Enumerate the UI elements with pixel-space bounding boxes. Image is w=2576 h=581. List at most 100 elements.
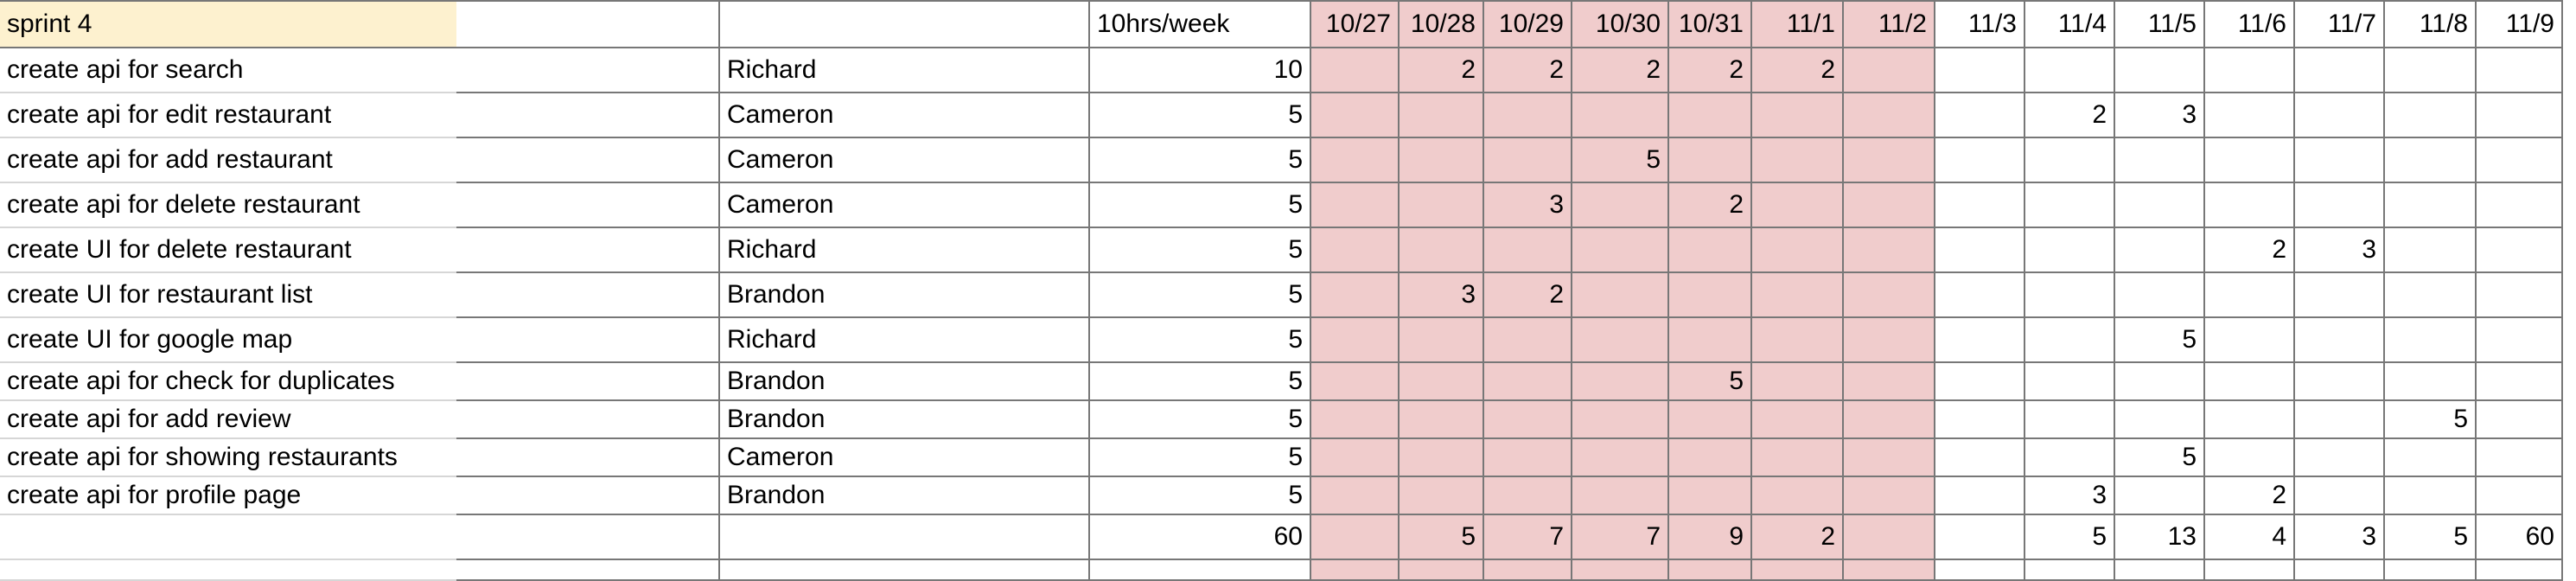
- day-hours-cell[interactable]: [2384, 182, 2477, 228]
- day-hours-cell[interactable]: 2: [1483, 48, 1572, 93]
- day-hours-cell[interactable]: [1751, 137, 1844, 183]
- day-hours-cell[interactable]: [2294, 93, 2385, 138]
- day-hours-cell[interactable]: [2204, 362, 2295, 401]
- day-hours-cell[interactable]: [1843, 438, 1935, 477]
- header-cell-b[interactable]: [456, 0, 720, 48]
- day-hours-cell[interactable]: [2114, 476, 2205, 515]
- estimated-hours-cell[interactable]: 5: [1089, 182, 1311, 228]
- day-hours-cell[interactable]: [1751, 317, 1844, 363]
- day-hours-cell[interactable]: [1751, 476, 1844, 515]
- day-hours-cell[interactable]: [1935, 182, 2025, 228]
- hours-per-week-header[interactable]: 10hrs/week: [1089, 0, 1311, 48]
- day-hours-cell[interactable]: [1935, 362, 2025, 401]
- date-header-10-29[interactable]: 10/29: [1483, 0, 1572, 48]
- empty-cell[interactable]: [1751, 559, 1844, 581]
- day-hours-cell[interactable]: [1935, 48, 2025, 93]
- owner-cell[interactable]: Brandon: [719, 400, 1090, 439]
- day-hours-cell[interactable]: [2204, 317, 2295, 363]
- day-hours-cell[interactable]: [1668, 476, 1752, 515]
- daily-total-cell[interactable]: 13: [2114, 514, 2205, 560]
- daily-total-cell[interactable]: [1935, 514, 2025, 560]
- day-hours-cell[interactable]: [1399, 400, 1484, 439]
- day-hours-cell[interactable]: [2476, 317, 2563, 363]
- day-hours-cell[interactable]: [2476, 137, 2563, 183]
- day-hours-cell[interactable]: [1483, 400, 1572, 439]
- daily-total-cell[interactable]: 5: [2384, 514, 2477, 560]
- day-hours-cell[interactable]: 3: [2114, 93, 2205, 138]
- day-hours-cell[interactable]: [2204, 272, 2295, 318]
- empty-cell[interactable]: [456, 476, 720, 515]
- day-hours-cell[interactable]: [1310, 438, 1400, 477]
- day-hours-cell[interactable]: [1310, 182, 1400, 228]
- task-name-cell[interactable]: create api for edit restaurant: [0, 93, 456, 138]
- day-hours-cell[interactable]: [1572, 93, 1669, 138]
- day-hours-cell[interactable]: [2204, 93, 2295, 138]
- day-hours-cell[interactable]: [2294, 137, 2385, 183]
- empty-cell[interactable]: [456, 227, 720, 273]
- day-hours-cell[interactable]: [1751, 438, 1844, 477]
- day-hours-cell[interactable]: [2114, 182, 2205, 228]
- day-hours-cell[interactable]: [2294, 362, 2385, 401]
- day-hours-cell[interactable]: [1843, 137, 1935, 183]
- day-hours-cell[interactable]: 5: [1668, 362, 1752, 401]
- day-hours-cell[interactable]: [1572, 476, 1669, 515]
- day-hours-cell[interactable]: [1668, 227, 1752, 273]
- day-hours-cell[interactable]: [2476, 93, 2563, 138]
- empty-cell[interactable]: [1935, 559, 2025, 581]
- task-name-cell[interactable]: create UI for delete restaurant: [0, 227, 456, 273]
- empty-cell[interactable]: [1089, 559, 1311, 581]
- day-hours-cell[interactable]: [1572, 182, 1669, 228]
- day-hours-cell[interactable]: [1310, 400, 1400, 439]
- day-hours-cell[interactable]: [2024, 182, 2115, 228]
- date-header-11-5[interactable]: 11/5: [2114, 0, 2205, 48]
- empty-cell[interactable]: [719, 514, 1090, 560]
- day-hours-cell[interactable]: [2204, 137, 2295, 183]
- estimated-hours-cell[interactable]: 5: [1089, 438, 1311, 477]
- empty-cell[interactable]: [2204, 559, 2295, 581]
- day-hours-cell[interactable]: 2: [1668, 182, 1752, 228]
- day-hours-cell[interactable]: [1935, 476, 2025, 515]
- date-header-11-8[interactable]: 11/8: [2384, 0, 2477, 48]
- owner-cell[interactable]: Richard: [719, 227, 1090, 273]
- day-hours-cell[interactable]: [1572, 438, 1669, 477]
- day-hours-cell[interactable]: [1572, 272, 1669, 318]
- day-hours-cell[interactable]: [1751, 93, 1844, 138]
- day-hours-cell[interactable]: 5: [1572, 137, 1669, 183]
- day-hours-cell[interactable]: 2: [2024, 93, 2115, 138]
- day-hours-cell[interactable]: [1483, 137, 1572, 183]
- day-hours-cell[interactable]: [1935, 400, 2025, 439]
- sprint-title-cell[interactable]: sprint 4: [0, 0, 456, 48]
- empty-cell[interactable]: [1310, 559, 1400, 581]
- empty-cell[interactable]: [456, 362, 720, 401]
- day-hours-cell[interactable]: [2024, 272, 2115, 318]
- estimated-hours-cell[interactable]: 5: [1089, 400, 1311, 439]
- day-hours-cell[interactable]: [2476, 48, 2563, 93]
- daily-total-cell[interactable]: 2: [1751, 514, 1844, 560]
- daily-total-cell[interactable]: 60: [2476, 514, 2563, 560]
- empty-cell[interactable]: [456, 93, 720, 138]
- day-hours-cell[interactable]: [1843, 400, 1935, 439]
- day-hours-cell[interactable]: [1310, 272, 1400, 318]
- day-hours-cell[interactable]: 3: [2294, 227, 2385, 273]
- date-header-11-1[interactable]: 11/1: [1751, 0, 1844, 48]
- day-hours-cell[interactable]: [1310, 93, 1400, 138]
- day-hours-cell[interactable]: [2294, 438, 2385, 477]
- day-hours-cell[interactable]: [2476, 438, 2563, 477]
- empty-cell[interactable]: [2024, 559, 2115, 581]
- empty-cell[interactable]: [456, 400, 720, 439]
- day-hours-cell[interactable]: 5: [2114, 317, 2205, 363]
- day-hours-cell[interactable]: [1668, 438, 1752, 477]
- task-name-cell[interactable]: create api for showing restaurants: [0, 438, 456, 477]
- day-hours-cell[interactable]: 3: [1399, 272, 1484, 318]
- owner-cell[interactable]: Brandon: [719, 476, 1090, 515]
- day-hours-cell[interactable]: [2204, 48, 2295, 93]
- date-header-10-31[interactable]: 10/31: [1668, 0, 1752, 48]
- day-hours-cell[interactable]: [2384, 272, 2477, 318]
- estimated-hours-cell[interactable]: 5: [1089, 137, 1311, 183]
- empty-cell[interactable]: [456, 272, 720, 318]
- day-hours-cell[interactable]: [1668, 272, 1752, 318]
- daily-total-cell[interactable]: 4: [2204, 514, 2295, 560]
- day-hours-cell[interactable]: [1843, 362, 1935, 401]
- day-hours-cell[interactable]: 2: [1572, 48, 1669, 93]
- empty-cell[interactable]: [2294, 559, 2385, 581]
